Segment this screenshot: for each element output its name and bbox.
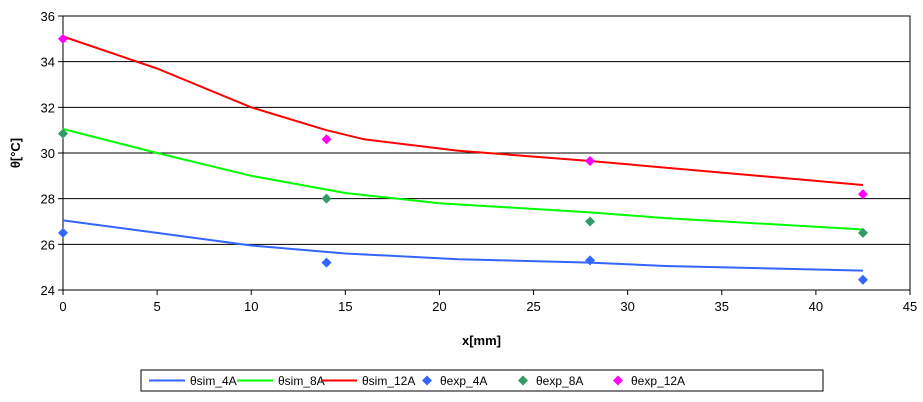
x-tick-label: 20: [432, 299, 446, 314]
y-tick-label: 34: [41, 55, 55, 70]
series: [58, 33, 868, 285]
legend-label: θexp_12A: [631, 374, 685, 388]
legend-label: θsim_8A: [278, 374, 325, 388]
data-point-θexp_4A: [585, 255, 596, 266]
data-point-θexp_12A: [857, 189, 868, 200]
series-line-θsim_12A: [62, 35, 863, 186]
axes: 24 26 28 30 32 34 36 0 5 10 15 20 25 30 35 40 45: [41, 9, 918, 314]
y-tick-label: 26: [41, 237, 55, 252]
legend-swatch-marker: [422, 375, 432, 386]
y-tick-label: 28: [41, 192, 55, 207]
legend: θsim_4A θsim_8A θsim_12A θexp_4A θexp_8A θexp…: [140, 369, 824, 392]
legend-label: θsim_4A: [190, 374, 237, 388]
y-tick-label: 30: [41, 146, 55, 161]
legend-swatch-marker: [613, 375, 623, 386]
data-point-θexp_12A: [585, 155, 596, 166]
x-tick-label: 25: [526, 299, 540, 314]
legend-label: θexp_8A: [536, 374, 583, 388]
x-tick-label: 15: [338, 299, 352, 314]
data-point-θexp_12A: [58, 33, 68, 44]
data-point-θexp_8A: [58, 128, 68, 139]
y-tick-label: 32: [41, 100, 55, 115]
legend-label: θsim_12A: [362, 374, 415, 388]
x-tick-label: 30: [620, 299, 634, 314]
data-point-θexp_8A: [585, 216, 596, 227]
y-tick-label: 24: [41, 283, 55, 298]
data-point-θexp_4A: [58, 227, 68, 238]
data-point-θexp_4A: [321, 257, 332, 268]
legend-label: θexp_4A: [440, 374, 487, 388]
series-line-θsim_4A: [62, 219, 863, 272]
legend-swatch-marker: [518, 375, 528, 386]
data-point-θexp_8A: [321, 193, 332, 204]
y-tick-label: 36: [41, 9, 55, 24]
x-tick-label: 0: [59, 299, 66, 314]
data-point-θexp_12A: [321, 134, 332, 145]
x-tick-label: 40: [809, 299, 823, 314]
x-tick-label: 45: [903, 299, 917, 314]
series-line-θsim_8A: [62, 128, 863, 231]
x-axis-title: x[mm]: [462, 333, 501, 348]
data-point-θexp_4A: [857, 274, 868, 285]
x-tick-label: 35: [715, 299, 729, 314]
x-tick-label: 5: [153, 299, 160, 314]
legend-box: [140, 369, 824, 392]
data-point-θexp_8A: [857, 227, 868, 238]
x-tick-label: 10: [244, 299, 258, 314]
y-axis-title: θ[°C]: [8, 138, 23, 168]
